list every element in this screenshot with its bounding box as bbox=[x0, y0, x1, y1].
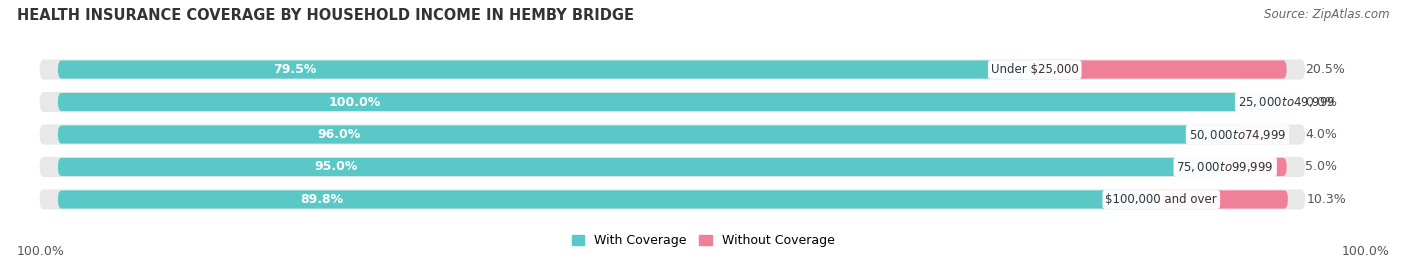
Text: 20.5%: 20.5% bbox=[1305, 63, 1346, 76]
Text: 100.0%: 100.0% bbox=[328, 95, 381, 108]
FancyBboxPatch shape bbox=[39, 92, 1305, 112]
Legend: With Coverage, Without Coverage: With Coverage, Without Coverage bbox=[567, 229, 839, 252]
FancyBboxPatch shape bbox=[58, 125, 1237, 144]
FancyBboxPatch shape bbox=[39, 189, 1305, 210]
Text: Under $25,000: Under $25,000 bbox=[991, 63, 1078, 76]
Text: 4.0%: 4.0% bbox=[1305, 128, 1337, 141]
Text: 10.3%: 10.3% bbox=[1306, 193, 1346, 206]
Text: 100.0%: 100.0% bbox=[1341, 245, 1389, 258]
FancyBboxPatch shape bbox=[58, 61, 1035, 79]
Text: $25,000 to $49,999: $25,000 to $49,999 bbox=[1237, 95, 1336, 109]
Text: HEALTH INSURANCE COVERAGE BY HOUSEHOLD INCOME IN HEMBY BRIDGE: HEALTH INSURANCE COVERAGE BY HOUSEHOLD I… bbox=[17, 8, 634, 23]
Text: 0.0%: 0.0% bbox=[1305, 95, 1337, 108]
Text: 100.0%: 100.0% bbox=[17, 245, 65, 258]
FancyBboxPatch shape bbox=[39, 59, 1305, 80]
FancyBboxPatch shape bbox=[1035, 61, 1286, 79]
Text: 89.8%: 89.8% bbox=[301, 193, 344, 206]
FancyBboxPatch shape bbox=[58, 158, 1225, 176]
Text: 5.0%: 5.0% bbox=[1305, 161, 1337, 174]
Text: $100,000 and over: $100,000 and over bbox=[1105, 193, 1218, 206]
Text: Source: ZipAtlas.com: Source: ZipAtlas.com bbox=[1264, 8, 1389, 21]
FancyBboxPatch shape bbox=[39, 157, 1305, 177]
Text: 79.5%: 79.5% bbox=[273, 63, 316, 76]
FancyBboxPatch shape bbox=[1225, 158, 1286, 176]
Text: $50,000 to $74,999: $50,000 to $74,999 bbox=[1188, 128, 1286, 141]
Text: $75,000 to $99,999: $75,000 to $99,999 bbox=[1177, 160, 1274, 174]
Text: 96.0%: 96.0% bbox=[318, 128, 361, 141]
FancyBboxPatch shape bbox=[1237, 125, 1286, 144]
FancyBboxPatch shape bbox=[39, 125, 1305, 144]
FancyBboxPatch shape bbox=[1161, 190, 1288, 208]
FancyBboxPatch shape bbox=[58, 190, 1161, 208]
Text: 95.0%: 95.0% bbox=[315, 161, 359, 174]
FancyBboxPatch shape bbox=[58, 93, 1286, 111]
